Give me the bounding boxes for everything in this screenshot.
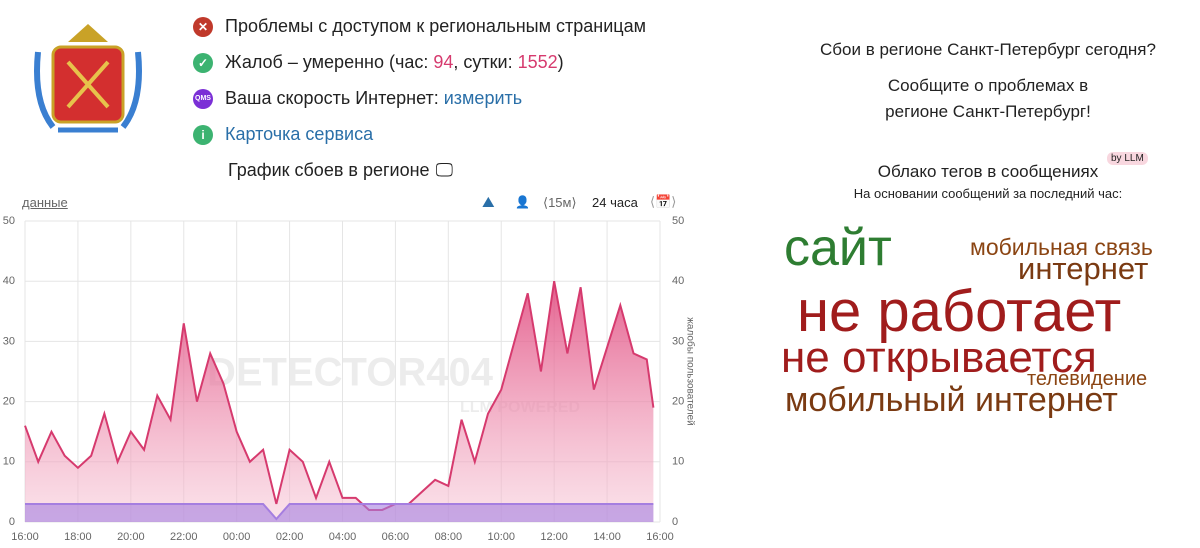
y-tick-label: 30 — [3, 335, 15, 347]
y2-tick-label: 20 — [672, 396, 684, 408]
y2-tick-label: 40 — [672, 275, 684, 287]
y2-tick-label: 10 — [672, 456, 684, 468]
status-speed: QMS Ваша скорость Интернет: измерить — [193, 88, 522, 109]
report-line: Сообщите о проблемах в — [887, 76, 1089, 95]
x-tick-label: 16:00 — [11, 531, 39, 543]
status-text: Ваша скорость Интернет: — [225, 88, 444, 108]
line — [25, 502, 654, 521]
watermark: DETECTOR404 — [207, 351, 494, 395]
area — [25, 503, 654, 522]
x-tick-label: 22:00 — [170, 531, 198, 543]
status-card: i Карточка сервиса — [193, 124, 373, 145]
line — [24, 281, 655, 511]
x-tick-label: 16:00 — [646, 531, 674, 543]
status-access: ✕ Проблемы с доступом к региональным стра… — [193, 16, 646, 37]
tag: мобильный интернет — [785, 381, 1118, 419]
x-tick-label: 08:00 — [435, 531, 463, 543]
cloud-title: Облако тегов в сообщениях — [877, 162, 1099, 181]
cloud-subtitle: На основании сообщений за последний час: — [853, 186, 1123, 201]
status-text: Проблемы с доступом к региональным стран… — [225, 16, 646, 36]
calendar-icon[interactable]: ⟨📅⟩ — [650, 194, 677, 209]
tag: мобильная связь — [970, 234, 1153, 260]
x-tick-label: 00:00 — [223, 531, 251, 543]
y2-tick-label: 50 — [672, 215, 684, 227]
status-text: ) — [557, 52, 564, 72]
y-tick-label: 20 — [3, 396, 15, 408]
y2-tick-label: 30 — [672, 335, 684, 347]
tag: интернет — [1018, 251, 1149, 286]
y-tick-label: 10 — [3, 456, 15, 468]
chart: DETECTOR404 LLM POWERED 0102030405001020… — [3, 215, 697, 543]
x-tick-label: 18:00 — [64, 531, 92, 543]
x-tick-label: 10:00 — [487, 531, 515, 543]
x-tick-label: 12:00 — [540, 531, 568, 543]
y2-tick-label: 0 — [672, 516, 678, 528]
tag: не работает — [797, 279, 1122, 344]
badge: by LLM — [1107, 152, 1148, 165]
tag: сайт — [784, 219, 892, 277]
report-line: регионе Санкт-Петербург! — [885, 102, 1091, 121]
status-text: , сутки: — [453, 52, 518, 72]
x-tick-label: 02:00 — [276, 531, 304, 543]
card-link[interactable]: Карточка сервиса — [225, 124, 374, 144]
qms-icon: QMS — [193, 88, 213, 109]
speed-link[interactable]: измерить — [443, 88, 523, 108]
y2-axis-label: жалобы пользователей — [684, 317, 696, 426]
tag: не открывается — [781, 333, 1097, 382]
data-link[interactable]: данные — [22, 195, 68, 210]
tag: телевидение — [1027, 368, 1148, 390]
status-text: Жалоб – умеренно (час: — [225, 52, 434, 72]
emblem — [34, 24, 142, 133]
y-tick-label: 40 — [3, 275, 15, 287]
hour-count: 94 — [433, 52, 454, 72]
area-icon[interactable]: ⛰ — [482, 194, 495, 211]
y-tick-label: 0 — [9, 516, 15, 528]
x-tick-label: 06:00 — [382, 531, 410, 543]
x-tick-label: 04:00 — [329, 531, 357, 543]
range-button[interactable]: 24 часа — [592, 195, 638, 210]
step-button[interactable]: ⟨15м⟩ — [543, 195, 577, 210]
graph-title-row: График сбоев в регионе 🖵 — [228, 160, 453, 180]
graph-title: График сбоев в регионе — [228, 160, 430, 180]
y-tick-label: 50 — [3, 215, 15, 227]
x-tick-label: 20:00 — [117, 531, 145, 543]
x-tick-label: 14:00 — [593, 531, 621, 543]
question: Сбои в регионе Санкт-Петербург сегодня? — [820, 40, 1156, 59]
user-icon[interactable]: 👤 — [515, 195, 530, 209]
day-count: 1552 — [517, 52, 558, 72]
status-complaints: ✓ Жалоб – умеренно (час: 94, сутки: 1552) — [193, 52, 564, 73]
